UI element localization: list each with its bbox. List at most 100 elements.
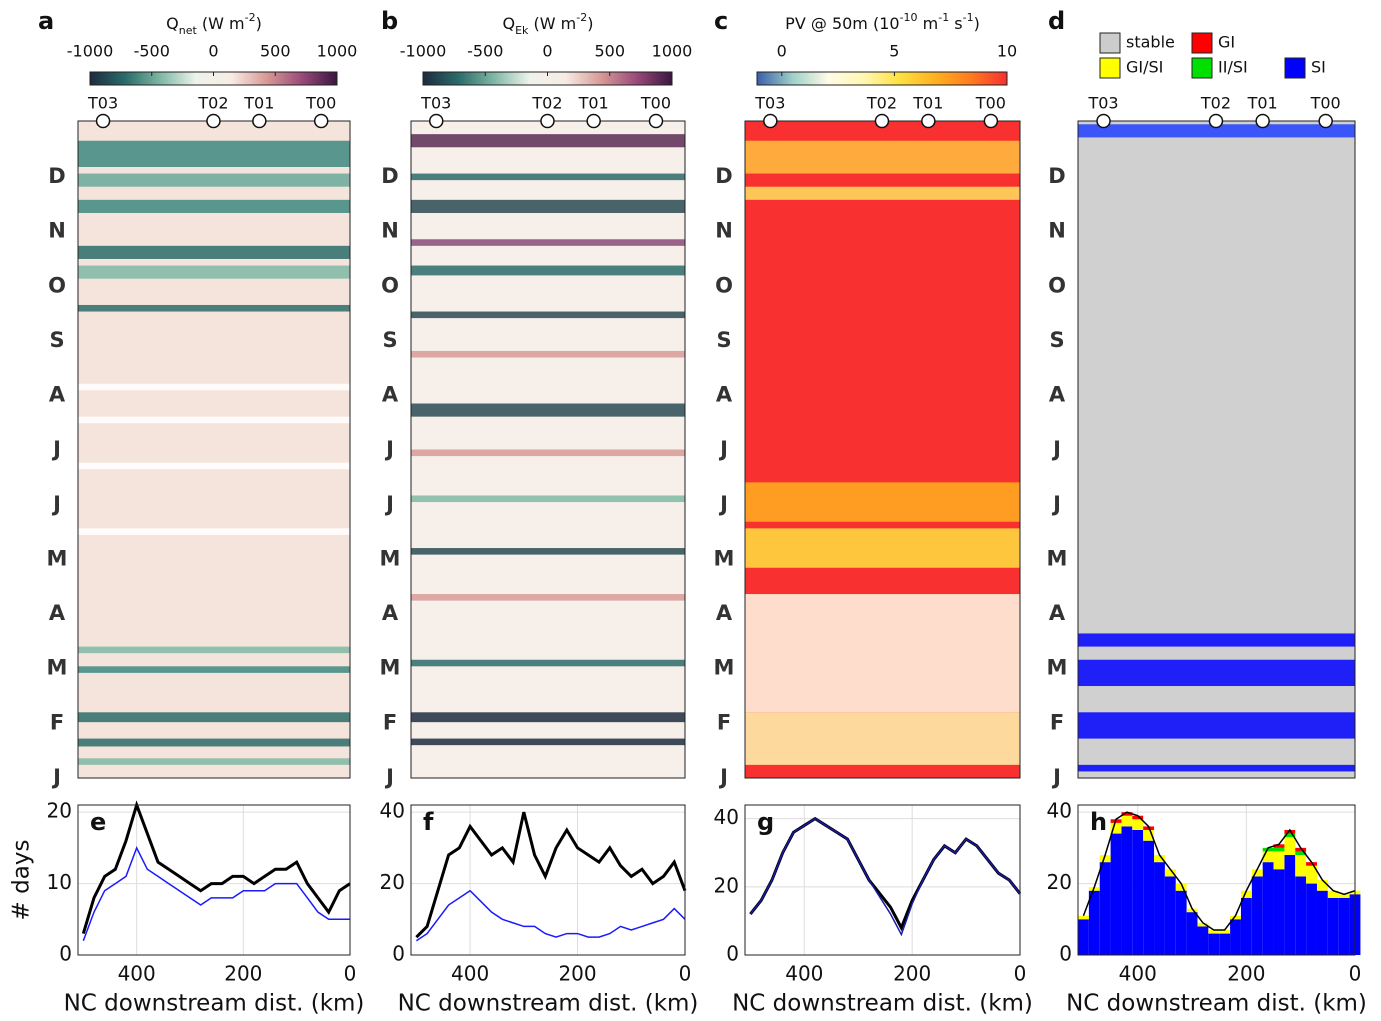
heatmap-band [78,712,350,723]
colorbar-title-part: m [918,14,939,33]
colorbar-title: Qnet (W m-2) [166,11,262,37]
month-label: J [718,765,728,789]
month-label: M [380,656,401,680]
colorbar-title-part: ) [256,14,262,33]
bar-segment [1273,844,1285,848]
heatmap-band [411,199,685,213]
x-tick-label: 0 [679,962,692,986]
bar-segment [1099,862,1111,955]
heatmap-band [78,416,350,424]
panel-label: d [1048,7,1065,35]
bar-segment [1088,890,1100,955]
month-label: O [1048,273,1066,297]
colorbar-title-part: PV @ 50m (10 [785,14,899,33]
y-tick-label: 0 [392,942,405,966]
bar-segment [1306,865,1317,884]
panel-label: e [90,808,106,836]
heatmap-band [411,594,685,601]
heatmap-band [78,304,350,312]
heatmap-band [411,659,685,667]
station-marker [429,113,444,129]
station-label: T01 [912,94,943,113]
month-label: F [50,710,64,734]
station-marker [586,113,601,129]
station-label: T03 [1087,94,1118,113]
bar-segment [1295,876,1307,955]
colorbar-title-part: -10 [900,11,918,24]
x-axis-label: NC downstream dist. (km) [1066,991,1367,1017]
legend-label: GI/SI [1126,58,1163,77]
colorbar-tick-label: 5 [889,42,899,61]
bar-segment [1219,933,1231,955]
heatmap-background [78,121,350,778]
colorbar-title-part: (W m [197,14,245,33]
month-label: A [716,383,733,407]
bar-segment [1306,862,1317,866]
month-label: A [49,601,66,625]
bar-segment [1295,855,1307,877]
colorbar-title-part: -1 [963,11,974,24]
series-line [415,811,687,939]
bar-segment [1295,851,1307,855]
bar-segment [1262,851,1274,863]
colorbar-tick-label: 10 [997,42,1017,61]
station-label: T01 [243,94,274,113]
legend-label: SI [1311,58,1326,77]
month-label: J [1051,765,1061,789]
heatmap-band [411,738,685,746]
series-line [81,800,351,935]
station-marker [983,113,999,129]
heatmap-band [78,738,350,747]
month-label: A [382,383,399,407]
heatmap-band [78,140,350,167]
colorbar-tick-label: 500 [260,42,291,61]
station-label: T00 [1310,94,1341,113]
station-label: T03 [754,94,785,113]
heatmap-band [411,350,685,358]
month-label: J [384,492,394,516]
heatmap-band [78,666,350,673]
colorbar-tick-label: 0 [542,42,552,61]
station-marker [921,113,936,129]
heatmap-band [1078,764,1355,772]
month-label: J [384,437,394,461]
bar-segment [1327,890,1339,898]
month-label: M [380,546,401,570]
colorbar-title-part: Q [503,14,516,33]
plot-background [78,805,350,955]
station-label: T00 [640,94,671,113]
colorbar-title-part: ) [974,14,980,33]
total-outline [1082,811,1356,931]
bar-segment [1251,869,1263,877]
bar-segment [1262,862,1274,955]
station-marker [95,113,111,129]
station-marker [1255,113,1270,129]
bar-segment [1154,862,1165,955]
month-label: M [47,656,68,680]
month-label: F [717,710,731,734]
colorbar-title-part: -2 [576,11,587,24]
month-label: S [716,328,731,352]
bar-segment [1186,908,1198,913]
legend-label: II/SI [1218,58,1248,77]
bar-segment [1240,897,1252,955]
month-label: M [714,546,735,570]
colorbar-tick-label: 0 [208,42,218,61]
y-tick-label: 0 [726,942,739,966]
heatmap-band [78,265,350,279]
heatmap-band [1078,124,1355,138]
station-marker [206,113,221,129]
x-tick-label: 200 [893,962,931,986]
heatmap-band [745,186,1020,200]
bar-segment [1132,819,1144,830]
heatmap-band [1078,633,1355,647]
series-line [415,889,686,942]
colorbar-tick-label: -500 [134,42,170,61]
month-label: O [715,273,733,297]
month-label: J [51,492,61,516]
x-tick-label: 400 [451,962,489,986]
month-label: D [1048,164,1065,188]
heatmap-band [411,239,685,246]
colorbar-title-part: Q [166,14,179,33]
bar-segment [1295,847,1307,852]
